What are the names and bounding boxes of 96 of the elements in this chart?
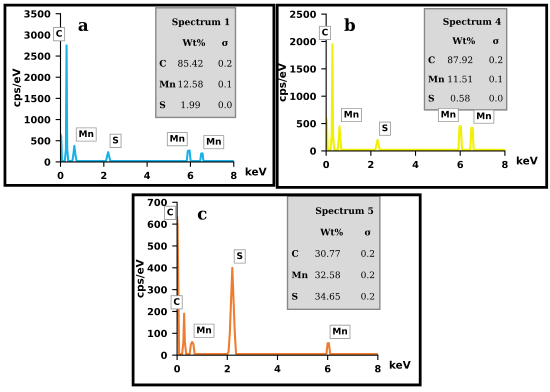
- y-tick-label: 2000: [24, 74, 50, 82]
- annotation: Wt%: [182, 39, 206, 46]
- x-tick-label: 6: [324, 365, 331, 372]
- annotation: σ: [493, 39, 499, 44]
- annotation: 0.0: [489, 94, 503, 102]
- y-tick-label: 1000: [24, 116, 50, 124]
- annotation: Spectrum 5: [316, 207, 374, 216]
- x-tick-label: 2: [101, 172, 106, 180]
- annotation: S: [292, 292, 298, 300]
- x-tick-label: 4: [412, 160, 418, 168]
- y-tick-label: 3500: [24, 10, 50, 18]
- annotation: C: [322, 28, 328, 36]
- y-axis-title: cps/eV: [12, 68, 22, 107]
- annotation: 0.1: [218, 80, 231, 88]
- y-tick-label: 1500: [24, 94, 50, 102]
- annotation: 0.2: [489, 56, 502, 64]
- annotation: Spectrum 1: [172, 18, 230, 27]
- y-tick-label: 600: [148, 220, 167, 228]
- y-tick-label: 1000: [290, 92, 316, 100]
- annotation: 32.58: [315, 271, 340, 278]
- annotation: C: [292, 250, 298, 257]
- y-tick-label: 0: [310, 147, 316, 155]
- annotation: S: [428, 94, 434, 102]
- annotation: Mn: [170, 135, 184, 142]
- chart-title: c: [198, 210, 207, 220]
- annotation: Mn: [477, 112, 491, 120]
- annotation: 0.1: [489, 76, 502, 82]
- annotation: 1.99: [181, 101, 200, 108]
- annotation: 12.58: [178, 80, 203, 88]
- annotation: σ: [222, 41, 228, 46]
- annotation: Mn: [79, 130, 94, 137]
- annotation: 34.65: [315, 292, 340, 300]
- y-tick-label: 0: [161, 352, 167, 359]
- annotation: S: [112, 136, 118, 144]
- annotation: 0.2: [218, 60, 232, 67]
- y-tick-label: 500: [296, 120, 316, 128]
- annotation: C: [160, 60, 166, 67]
- x-tick-label: 8: [375, 365, 381, 372]
- annotation: σ: [364, 230, 371, 236]
- y-tick-label: 2000: [290, 38, 316, 46]
- y-tick-label: 500: [31, 137, 50, 145]
- annotation: C: [56, 30, 62, 37]
- annotation: 0.0: [218, 101, 232, 108]
- x-tick-label: 2: [368, 160, 374, 168]
- annotation: 87.92: [448, 56, 472, 64]
- x-tick-label: 0: [58, 172, 64, 180]
- annotation: Mn: [441, 110, 456, 118]
- annotation: Mn: [428, 76, 444, 82]
- x-tick-label: 6: [188, 172, 194, 180]
- x-tick-label: 8: [502, 160, 508, 168]
- annotation: Wt%: [452, 37, 476, 44]
- y-axis-title: cps/eV: [136, 259, 146, 298]
- annotation: Mn: [197, 326, 212, 334]
- x-tick-label: 0: [323, 160, 330, 168]
- y-tick-label: 3000: [24, 31, 50, 39]
- y-tick-label: 200: [148, 308, 167, 316]
- annotation: 30.77: [315, 250, 340, 257]
- x-tick-label: 4: [144, 172, 150, 180]
- chart-title: b: [344, 18, 356, 32]
- y-tick-label: 100: [148, 330, 167, 338]
- annotation: Mn: [344, 110, 358, 118]
- annotation: S: [160, 101, 166, 108]
- x-tick-label: 0: [174, 365, 180, 372]
- x-tick-label: 2: [224, 365, 230, 372]
- annotation: Mn: [333, 328, 348, 334]
- x-tick-label: 8: [230, 172, 237, 180]
- annotation: Mn: [206, 138, 221, 145]
- annotation: 0.2: [361, 292, 374, 300]
- annotation: 11.51: [448, 76, 472, 82]
- y-tick-label: 1500: [290, 65, 316, 73]
- annotation: Mn: [160, 80, 176, 88]
- y-tick-label: 700: [148, 198, 167, 206]
- y-tick-label: 500: [148, 242, 167, 250]
- annotation: S: [382, 124, 388, 132]
- x-axis-title: keV: [246, 167, 267, 176]
- annotation: Mn: [292, 272, 308, 278]
- y-axis-title: cps/eV: [278, 63, 288, 102]
- chart-title: a: [78, 22, 88, 32]
- annotation: 0.2: [361, 250, 374, 257]
- annotation: S: [237, 252, 242, 260]
- annotation: 0.2: [361, 271, 374, 278]
- y-tick-label: 300: [148, 286, 167, 294]
- x-axis-title: keV: [390, 360, 411, 369]
- y-tick-label: 2500: [290, 10, 316, 18]
- annotation: 85.42: [178, 60, 202, 67]
- x-tick-label: 4: [274, 365, 280, 372]
- annotation: C: [167, 208, 173, 216]
- annotation: C: [428, 56, 435, 64]
- x-axis-title: keV: [516, 156, 538, 165]
- annotation: 0.58: [450, 94, 470, 102]
- x-tick-label: 6: [457, 160, 464, 168]
- y-tick-label: 2500: [24, 52, 50, 60]
- annotation: Wt%: [320, 228, 343, 236]
- y-tick-label: 400: [148, 264, 167, 272]
- annotation: C: [174, 298, 180, 305]
- annotation: Spectrum 4: [443, 18, 501, 27]
